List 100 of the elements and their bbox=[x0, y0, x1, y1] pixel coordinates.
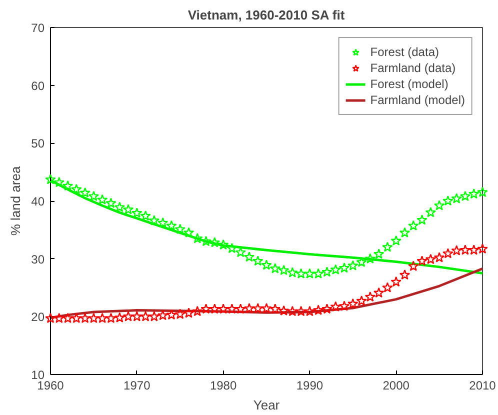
point bbox=[442, 248, 454, 258]
point bbox=[45, 312, 56, 324]
point bbox=[382, 242, 393, 252]
point bbox=[296, 268, 306, 279]
point bbox=[460, 190, 471, 202]
y-axis-title: % land area bbox=[8, 166, 24, 236]
point bbox=[330, 301, 341, 312]
point bbox=[106, 198, 116, 208]
point bbox=[183, 227, 194, 238]
point bbox=[322, 266, 332, 277]
point bbox=[235, 246, 246, 258]
y-tick-label: 50 bbox=[31, 136, 45, 151]
point bbox=[235, 304, 246, 314]
x-tick-label: 1970 bbox=[124, 378, 151, 392]
point bbox=[477, 186, 488, 197]
point bbox=[166, 309, 177, 320]
point bbox=[132, 311, 142, 322]
point bbox=[270, 263, 280, 274]
point bbox=[226, 242, 238, 254]
point bbox=[434, 252, 445, 262]
point bbox=[261, 302, 272, 314]
x-axis-title: Year bbox=[253, 398, 280, 412]
point bbox=[200, 304, 212, 314]
point bbox=[106, 312, 116, 324]
point bbox=[373, 287, 384, 298]
point bbox=[278, 305, 290, 316]
point bbox=[348, 298, 358, 309]
point bbox=[88, 312, 100, 324]
x-tick-label: 2010 bbox=[469, 378, 496, 392]
point bbox=[140, 311, 151, 322]
point bbox=[304, 268, 316, 279]
point bbox=[468, 244, 480, 255]
point bbox=[209, 304, 220, 314]
point bbox=[390, 276, 402, 287]
point bbox=[71, 184, 82, 194]
point bbox=[157, 310, 168, 320]
point bbox=[71, 312, 82, 324]
point bbox=[174, 224, 186, 234]
chart-title: Vietnam, 1960-2010 SA fit bbox=[188, 8, 346, 22]
point bbox=[287, 306, 298, 316]
point bbox=[200, 236, 212, 246]
point bbox=[390, 235, 402, 246]
point bbox=[148, 215, 160, 226]
point bbox=[322, 304, 332, 314]
point bbox=[356, 295, 367, 306]
point bbox=[80, 187, 90, 198]
point bbox=[278, 264, 290, 276]
point bbox=[122, 311, 134, 322]
x-tick-label: 1980 bbox=[210, 378, 237, 392]
y-tick-label: 20 bbox=[31, 310, 45, 324]
point bbox=[373, 248, 384, 259]
point bbox=[312, 268, 324, 279]
point bbox=[192, 232, 203, 244]
y-tick-label: 30 bbox=[31, 252, 45, 266]
point bbox=[477, 243, 488, 254]
point bbox=[62, 180, 74, 191]
point bbox=[252, 302, 264, 314]
point bbox=[416, 214, 428, 225]
point bbox=[304, 306, 316, 316]
point bbox=[252, 256, 264, 266]
legend-label: Forest (data) bbox=[370, 44, 439, 60]
point bbox=[140, 210, 151, 221]
point bbox=[382, 282, 393, 292]
point bbox=[451, 245, 462, 256]
point bbox=[218, 304, 229, 314]
point bbox=[62, 312, 74, 324]
point bbox=[296, 306, 306, 316]
point bbox=[442, 195, 454, 206]
point bbox=[114, 202, 125, 212]
point bbox=[399, 269, 410, 280]
point bbox=[88, 190, 100, 202]
legend-label: Farmland (data) bbox=[370, 60, 456, 76]
legend-label: Forest (model) bbox=[370, 76, 448, 92]
point bbox=[54, 176, 64, 188]
point bbox=[166, 220, 177, 231]
point bbox=[132, 208, 142, 218]
y-tick-label: 60 bbox=[31, 78, 45, 93]
point bbox=[312, 304, 324, 315]
point bbox=[338, 262, 350, 273]
point bbox=[54, 312, 64, 324]
legend-label: Farmland (model) bbox=[370, 92, 465, 108]
point bbox=[348, 260, 358, 270]
point bbox=[148, 311, 160, 322]
point bbox=[451, 193, 462, 204]
point bbox=[218, 239, 229, 250]
point bbox=[356, 256, 367, 267]
point bbox=[244, 302, 255, 314]
point bbox=[416, 256, 428, 266]
point bbox=[468, 188, 480, 199]
y-tick-label: 40 bbox=[31, 194, 45, 208]
point bbox=[425, 206, 436, 218]
point bbox=[174, 308, 186, 319]
point bbox=[408, 260, 419, 271]
point bbox=[460, 244, 471, 255]
point bbox=[364, 253, 376, 264]
x-tick-label: 1990 bbox=[296, 378, 324, 392]
point bbox=[80, 312, 90, 324]
point bbox=[364, 291, 376, 302]
point bbox=[114, 312, 125, 322]
point bbox=[287, 267, 298, 278]
